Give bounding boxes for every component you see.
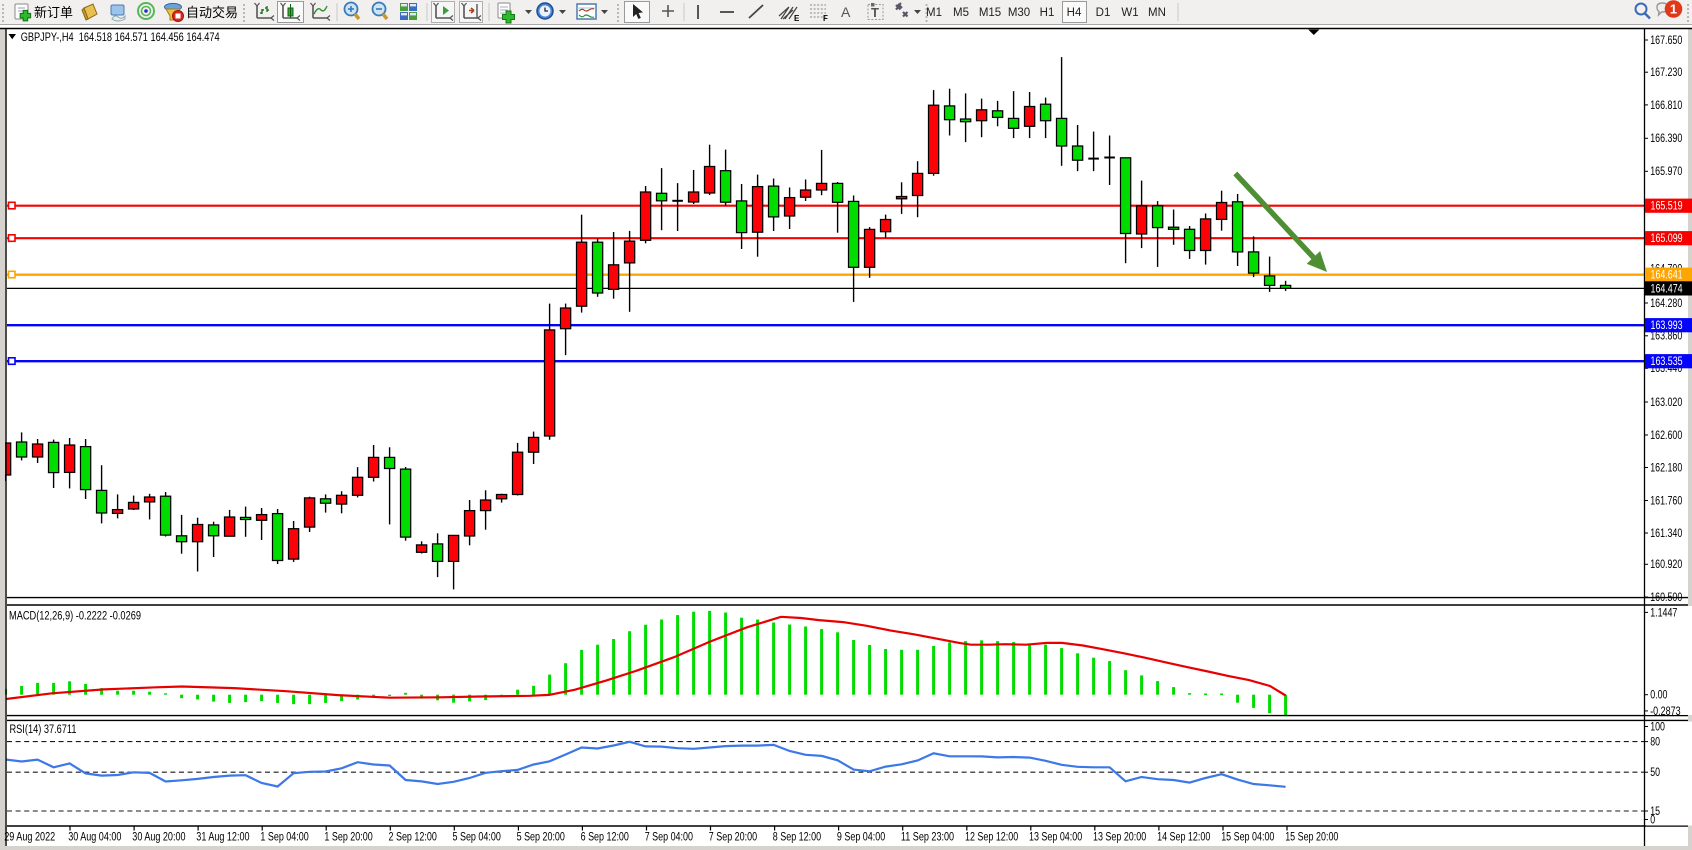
svg-text:30 Aug 20:00: 30 Aug 20:00 (132, 832, 185, 844)
svg-text:13 Sep 04:00: 13 Sep 04:00 (1029, 832, 1082, 844)
svg-text:W1: W1 (1121, 7, 1138, 19)
svg-text:D1: D1 (1096, 7, 1111, 19)
svg-text:15: 15 (1650, 806, 1660, 818)
svg-text:M15: M15 (979, 7, 1001, 19)
svg-text:7 Sep 04:00: 7 Sep 04:00 (645, 832, 693, 844)
svg-text:8 Sep 12:00: 8 Sep 12:00 (773, 832, 821, 844)
svg-text:162.180: 162.180 (1650, 462, 1682, 474)
svg-text:166.810: 166.810 (1650, 100, 1682, 112)
svg-text:163.535: 163.535 (1651, 356, 1683, 368)
svg-text:31 Aug 12:00: 31 Aug 12:00 (196, 832, 249, 844)
svg-text:167.230: 167.230 (1650, 67, 1682, 79)
svg-text:15 Sep 04:00: 15 Sep 04:00 (1221, 832, 1274, 844)
svg-text:50: 50 (1650, 767, 1660, 779)
svg-text:163.993: 163.993 (1651, 320, 1683, 332)
svg-text:163.020: 163.020 (1650, 397, 1682, 409)
svg-text:100: 100 (1650, 721, 1665, 733)
svg-text:164.280: 164.280 (1650, 298, 1682, 310)
svg-text:M1: M1 (926, 7, 942, 19)
svg-text:-0.2873: -0.2873 (1650, 706, 1680, 718)
svg-text:T: T (871, 5, 879, 20)
svg-text:15 Sep 20:00: 15 Sep 20:00 (1285, 832, 1338, 844)
svg-text:30 Aug 04:00: 30 Aug 04:00 (68, 832, 121, 844)
svg-text:M30: M30 (1008, 7, 1030, 19)
svg-text:0: 0 (1650, 814, 1655, 826)
svg-text:161.340: 161.340 (1650, 528, 1682, 540)
svg-text:161.760: 161.760 (1650, 495, 1682, 507)
svg-text:H1: H1 (1040, 7, 1055, 19)
svg-text:E: E (794, 14, 800, 23)
svg-text:新订单: 新订单 (34, 5, 73, 20)
svg-text:1 Sep 20:00: 1 Sep 20:00 (324, 832, 372, 844)
svg-text:5 Sep 20:00: 5 Sep 20:00 (517, 832, 565, 844)
svg-text:163.860: 163.860 (1650, 331, 1682, 343)
svg-text:7 Sep 20:00: 7 Sep 20:00 (709, 832, 757, 844)
svg-text:F: F (823, 14, 828, 23)
svg-text:1: 1 (1670, 2, 1677, 17)
svg-text:H4: H4 (1067, 7, 1082, 19)
svg-text:165.519: 165.519 (1651, 201, 1683, 213)
svg-text:自动交易: 自动交易 (186, 5, 238, 20)
svg-text:1.1447: 1.1447 (1650, 607, 1677, 619)
svg-text:1 Sep 04:00: 1 Sep 04:00 (260, 832, 308, 844)
svg-text:6 Sep 12:00: 6 Sep 12:00 (581, 832, 629, 844)
svg-text:13 Sep 20:00: 13 Sep 20:00 (1093, 832, 1146, 844)
svg-text:MACD(12,26,9) -0.2222 -0.0269: MACD(12,26,9) -0.2222 -0.0269 (9, 611, 141, 623)
svg-text:160.920: 160.920 (1650, 559, 1682, 571)
svg-text:164.474: 164.474 (1651, 283, 1684, 295)
svg-text:11 Sep 23:00: 11 Sep 23:00 (901, 832, 954, 844)
svg-text:12 Sep 12:00: 12 Sep 12:00 (965, 832, 1018, 844)
svg-text:29 Aug 2022: 29 Aug 2022 (4, 832, 55, 844)
svg-text:5 Sep 04:00: 5 Sep 04:00 (453, 832, 501, 844)
svg-text:166.390: 166.390 (1650, 133, 1682, 145)
svg-text:167.650: 167.650 (1650, 35, 1682, 47)
svg-text:164.641: 164.641 (1651, 270, 1683, 282)
svg-text:162.600: 162.600 (1650, 430, 1682, 442)
svg-text:GBPJPY-,H4 164.518 164.571 16: GBPJPY-,H4 164.518 164.571 164.456 164.4… (21, 30, 220, 44)
svg-text:160.500: 160.500 (1650, 592, 1682, 604)
svg-text:M5: M5 (953, 7, 969, 19)
svg-text:0.00: 0.00 (1650, 690, 1667, 702)
svg-text:9 Sep 04:00: 9 Sep 04:00 (837, 832, 885, 844)
svg-text:MN: MN (1148, 7, 1166, 19)
svg-text:RSI(14) 37.6711: RSI(14) 37.6711 (10, 724, 77, 736)
svg-text:165.099: 165.099 (1651, 233, 1683, 245)
svg-text:14 Sep 12:00: 14 Sep 12:00 (1157, 832, 1210, 844)
svg-text:2 Sep 12:00: 2 Sep 12:00 (389, 832, 437, 844)
svg-text:165.970: 165.970 (1650, 166, 1682, 178)
svg-text:80: 80 (1650, 737, 1660, 749)
svg-text:A: A (841, 4, 851, 20)
